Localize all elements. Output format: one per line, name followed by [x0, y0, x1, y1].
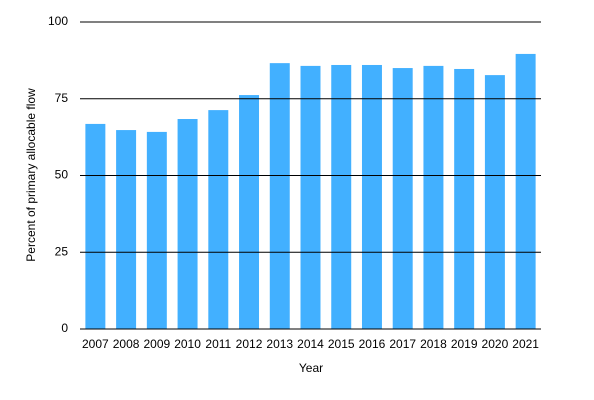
x-tick-label: 2021 — [512, 337, 539, 351]
bar — [454, 68, 475, 329]
bar — [331, 64, 352, 329]
x-tick-label: 2015 — [328, 337, 355, 351]
bar — [146, 131, 167, 329]
x-tick-label: 2012 — [236, 337, 263, 351]
x-tick-label: 2017 — [389, 337, 416, 351]
x-axis-label: Year — [299, 361, 323, 375]
bar — [392, 68, 413, 330]
y-tick-label: 100 — [48, 14, 68, 28]
x-tick-label: 2016 — [359, 337, 386, 351]
bar — [484, 75, 505, 330]
x-tick-label: 2007 — [82, 337, 109, 351]
bar — [269, 63, 290, 329]
bar — [300, 65, 321, 329]
x-tick-label: 2010 — [174, 337, 201, 351]
y-axis-label: Percent of primary allocable flow — [24, 88, 38, 262]
x-tick-label: 2020 — [482, 337, 509, 351]
x-tick-label: 2008 — [113, 337, 140, 351]
bar — [239, 95, 260, 329]
y-tick-label: 50 — [55, 168, 69, 182]
bar — [515, 53, 536, 329]
y-tick-label: 25 — [55, 244, 69, 258]
bar — [177, 119, 198, 330]
bar — [208, 110, 229, 329]
x-tick-label: 2014 — [297, 337, 324, 351]
bar — [361, 64, 382, 329]
y-tick-label: 0 — [61, 321, 68, 335]
x-tick-label: 2011 — [205, 337, 231, 351]
x-tick-label: 2019 — [451, 337, 478, 351]
x-tick-label: 2018 — [420, 337, 447, 351]
y-tick-label: 75 — [55, 91, 69, 105]
bar — [423, 65, 444, 329]
x-tick-label: 2013 — [266, 337, 293, 351]
bar — [116, 130, 137, 329]
bar — [85, 123, 106, 329]
x-tick-label: 2009 — [143, 337, 170, 351]
